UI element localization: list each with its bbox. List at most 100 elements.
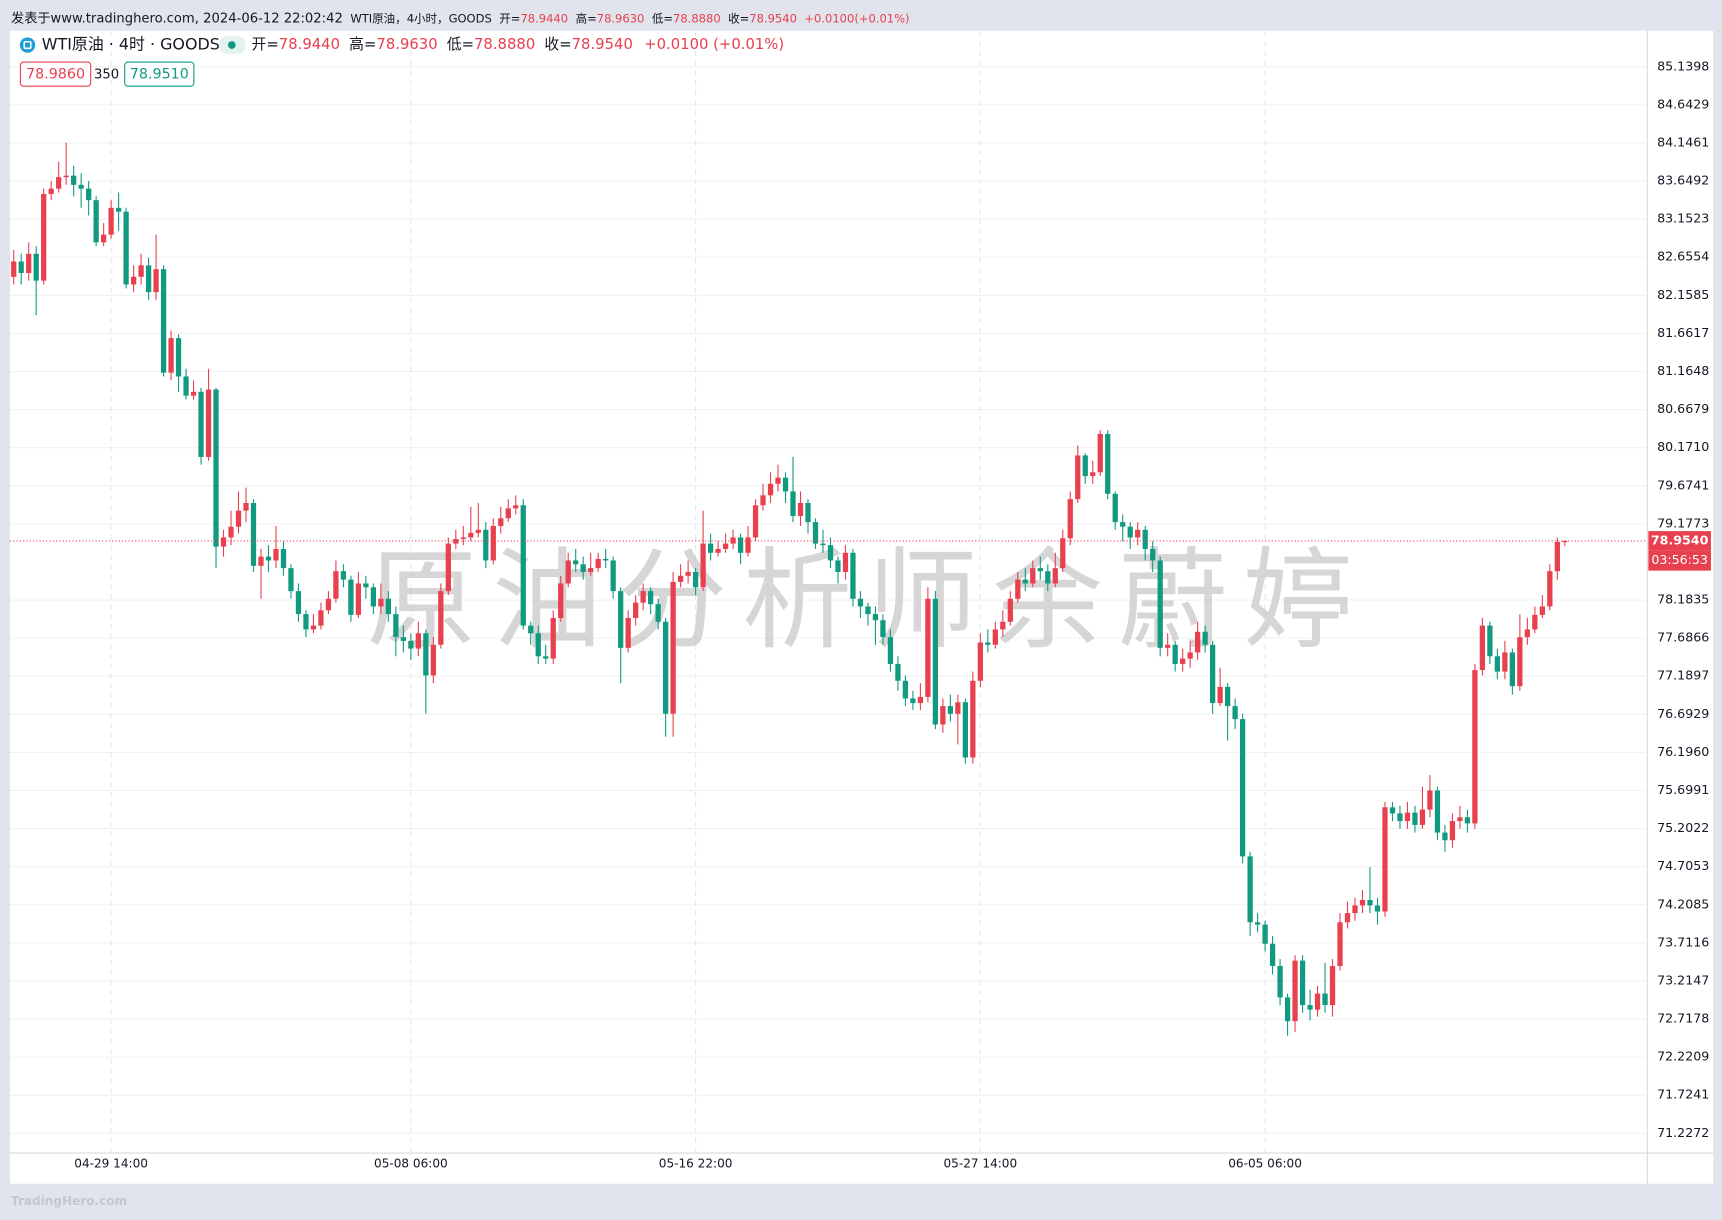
candle-body [842,552,849,572]
candle-body [41,194,47,281]
candle-body [618,591,624,648]
candle-body [408,640,414,649]
legend-open-label: 开= [252,36,279,53]
candle-body [280,548,287,569]
legend-open: 78.9440 [279,36,340,53]
caption-open: 78.9440 [520,11,568,25]
ask-box[interactable] [124,61,195,87]
candle-body [857,598,864,607]
legend-close: 78.9540 [572,36,633,53]
candle-body [363,583,369,588]
legend-title[interactable]: WTI原油 · 4时 · GOODS [42,35,220,54]
legend-high: 78.9630 [376,36,437,53]
candle-body [1532,614,1538,630]
y-tick-label: 81.1648 [1657,363,1709,378]
y-tick-label: 76.6929 [1657,706,1709,721]
candle-body [438,591,444,645]
candle-body [558,583,564,618]
candle-body [1479,625,1486,671]
candle-body [1060,538,1066,569]
spread: 350 [94,68,119,83]
candle-body [1494,656,1501,672]
candle-body [1239,719,1246,857]
y-tick-label: 75.6991 [1657,782,1709,797]
caption-high: 78.9630 [597,11,645,25]
candle-body [1277,965,1283,998]
candle-body [670,581,676,714]
candle-body [790,491,796,516]
candle-body [767,483,774,496]
candle-body [48,188,54,195]
candle-body [520,505,526,626]
legend-low: 78.8880 [474,36,535,53]
candle-body [1187,652,1193,659]
candle-body [662,621,669,714]
candle-body [1120,522,1126,527]
candle-body [1299,960,1306,1006]
caption-change: +0.0100(+0.01%) [804,11,909,25]
candle-body [423,633,429,676]
candle-body [588,568,594,572]
candle-body [1292,960,1298,1022]
candle-body [1314,993,1321,1010]
candle-body [265,556,272,561]
y-tick-label: 83.6492 [1657,173,1709,188]
candle-body [56,177,62,189]
caption-symbol: WTI原油，4小时，GOODS [350,11,491,25]
candle-body [26,253,32,273]
candle-body [1254,922,1261,925]
candle-body [820,543,826,546]
legend-ohlc: 开=78.9440 高=78.9630 低=78.8880 收=78.9540 … [252,36,785,53]
candle-body [1464,817,1471,824]
candle-body [415,633,421,649]
candle-body [1195,631,1201,653]
candle-body [1397,813,1403,822]
y-tick-label: 77.6866 [1657,630,1709,645]
candle-body [205,389,212,457]
candle-body [827,545,834,561]
candle-body [1359,900,1366,906]
legend-change: +0.0100 (+0.01%) [644,36,784,53]
candle-body [138,265,144,277]
candle-body [370,587,377,607]
caption-high-label: 高= [576,11,597,25]
countdown-box [1648,550,1711,571]
candle-body [93,200,99,243]
candle-body [1389,807,1396,814]
candle-body [797,502,804,516]
watermark: 原油分析师余蔚婷 [367,536,1368,664]
caption-low: 78.8880 [673,11,721,25]
last-price-label: 78.9540 [1651,532,1709,547]
candle-body [730,537,736,544]
candle-body [475,529,481,533]
y-tick-label: 78.1835 [1657,592,1709,607]
candle-body [333,571,339,599]
candle-body [640,591,646,603]
countdown: 03:56:53 [1651,552,1708,567]
candle-body [1539,606,1545,615]
candle-body [543,656,549,659]
candle-body [490,525,496,561]
candle-body [11,261,17,277]
y-tick-label: 76.1960 [1657,744,1709,759]
candle-body [86,188,92,201]
ask: 78.9510 [130,67,189,83]
candle-body [1502,652,1508,672]
candle-body [445,543,451,592]
bid-box[interactable] [19,61,92,87]
y-tick-label: 71.7241 [1657,1087,1709,1102]
candle-body [610,560,616,592]
candle-body [1037,568,1043,572]
candle-body [1404,812,1411,822]
x-tick-label: 05-16 22:00 [659,1156,733,1170]
candle-body [685,571,691,576]
candle-body [250,502,257,566]
bid: 78.9860 [26,67,85,83]
candle-body [1142,529,1148,549]
candle-body [340,571,347,580]
y-tick-label: 84.6429 [1657,96,1709,111]
candles [11,142,1568,1036]
candle-body [1165,644,1171,648]
y-tick-label: 75.2022 [1657,820,1709,835]
